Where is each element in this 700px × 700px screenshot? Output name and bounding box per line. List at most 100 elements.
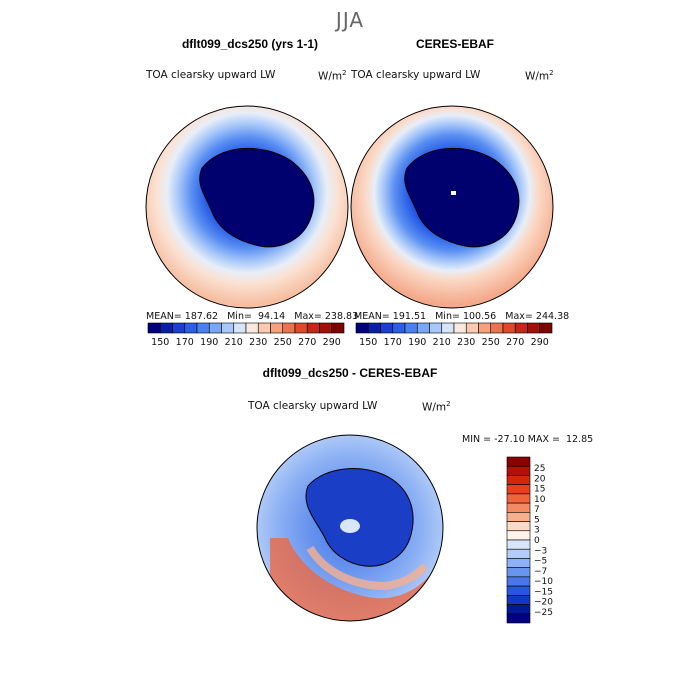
panel2-colorbar: 150 170 190 210 230 250 270 290 <box>355 322 553 348</box>
panel3-colorbar-swatch <box>506 512 531 522</box>
panel2-colorbar-tick: 250 <box>482 337 500 348</box>
panel3-colorbar-swatch <box>506 493 531 504</box>
panel3-map <box>256 434 444 622</box>
panel2-colorbar-swatch <box>514 322 528 334</box>
panel1-units: W/m2 <box>318 69 347 83</box>
panel1-colorbar-swatch <box>221 322 235 334</box>
panel1-colorbar-swatch <box>257 322 271 334</box>
panel1-colorbar-swatch <box>282 322 296 334</box>
panel1-map-border <box>145 105 349 309</box>
panel3-colorbar-tick: −7 <box>534 567 547 577</box>
panel1-colorbar-swatch <box>184 322 198 334</box>
panel2-colorbar-tick: 170 <box>384 337 402 348</box>
panel1-colorbar-swatch <box>196 322 210 334</box>
panel3-colorbar-swatch <box>506 539 531 550</box>
panel2-missing-data <box>451 191 456 195</box>
panel2-variable: TOA clearsky upward LW <box>351 69 481 81</box>
panel3-units: W/m2 <box>422 400 451 414</box>
panel3-colorbar-tick: 15 <box>534 485 545 495</box>
panel2-colorbar-swatch <box>380 322 394 334</box>
panel3-colorbar-swatch <box>506 558 531 568</box>
panel2-colorbar-swatch <box>539 322 553 334</box>
panel1-colorbar-tick: 250 <box>274 337 292 348</box>
panel3-colorbar-tick: 10 <box>534 495 546 505</box>
panel1-colorbar-swatch <box>172 322 186 334</box>
panel1-colorbar-swatch <box>159 322 173 334</box>
panel1-colorbar-swatch <box>319 322 333 334</box>
panel2-colorbar-tick: 290 <box>531 337 549 348</box>
panel3-colorbar-swatch <box>506 585 531 596</box>
panel3-stats: MIN = -27.10 MAX = 12.85 <box>462 434 594 445</box>
panel1-colorbar-swatch <box>270 322 284 334</box>
panel1-colorbar: 150 170 190 210 230 250 270 290 <box>147 322 345 348</box>
panel3-colorbar-swatch <box>506 576 531 587</box>
panel2-colorbar-tick: 230 <box>457 337 475 348</box>
panel1-antarctica <box>199 147 315 248</box>
panel2-map <box>350 105 554 309</box>
panel1-colorbar-swatch <box>331 322 345 334</box>
panel3-colorbar-swatch <box>506 456 531 467</box>
panel1-map <box>145 105 349 309</box>
panel3-colorbar-swatch <box>506 475 531 485</box>
panel2-map-border <box>350 105 554 309</box>
panel2-colorbar-tick: 210 <box>433 337 451 348</box>
panel2-title: CERES-EBAF <box>415 37 494 51</box>
panel3-colorbar-swatch <box>506 502 531 513</box>
panel1-colorbar-swatch <box>208 322 222 334</box>
panel2-colorbar-swatch <box>367 322 381 334</box>
panel1-colorbar-tick: 170 <box>176 337 194 348</box>
season-title: JJA <box>335 8 365 32</box>
panel1-colorbar-tick: 210 <box>225 337 243 348</box>
panel3-colorbar-swatch <box>506 465 531 476</box>
panel3-colorbar-tick: 25 <box>534 464 545 474</box>
panel3-colorbar-swatch <box>506 567 531 578</box>
panel3-colorbar-swatch <box>506 530 531 541</box>
panel2-stats: MEAN= 191.51 Min= 100.56 Max= 244.38 <box>354 311 570 322</box>
panel3-colorbar-swatch <box>506 548 531 559</box>
panel3-colorbar-swatch <box>506 604 531 615</box>
panel3-colorbar-tick: −25 <box>534 608 553 618</box>
panel2-colorbar-swatch <box>527 322 541 334</box>
panel1-colorbar-swatch <box>147 322 161 334</box>
panel3-colorbar-tick: −20 <box>534 598 553 608</box>
panel1-colorbar-tick: 230 <box>249 337 267 348</box>
panel3-map-border <box>256 434 444 622</box>
panel1-colorbar-tick: 290 <box>323 337 341 348</box>
panel1-colorbar-swatch <box>245 322 259 334</box>
panel2-colorbar-tick: 270 <box>506 337 524 348</box>
panel1-colorbar-tick: 270 <box>298 337 316 348</box>
panel3-colorbar-tick: 5 <box>534 515 540 525</box>
panel3-antarctica <box>305 468 414 567</box>
panel2-units: W/m2 <box>525 69 554 83</box>
panel1-colorbar-swatch <box>233 322 247 334</box>
panel2-colorbar-swatch <box>441 322 455 334</box>
panel1-stats: MEAN= 187.62 Min= 94.14 Max= 238.83 <box>146 311 359 322</box>
panel2-colorbar-tick: 190 <box>408 337 426 348</box>
panel1-title: dflt099_dcs250 (yrs 1-1) <box>181 37 319 51</box>
panel3-colorbar-tick: 20 <box>534 474 546 484</box>
panel2-colorbar-tick: 150 <box>359 337 377 348</box>
panel2-colorbar-swatch <box>502 322 516 334</box>
panel1-colorbar-swatch <box>294 322 308 334</box>
panel1-colorbar-swatch <box>306 322 320 334</box>
panel3-colorbar-swatch <box>506 484 531 495</box>
panel3-colorbar-tick: −15 <box>534 587 553 597</box>
panel2-colorbar-swatch <box>465 322 479 334</box>
panel1-variable: TOA clearsky upward LW <box>146 69 276 81</box>
panel2-colorbar-swatch <box>392 322 406 334</box>
panel3-colorbar-tick: 0 <box>534 536 540 546</box>
panel2-colorbar-swatch <box>429 322 443 334</box>
panel3-pole-anomaly <box>340 519 360 533</box>
panel2-colorbar-swatch <box>404 322 418 334</box>
panel2-colorbar-swatch <box>355 322 369 334</box>
panel3-colorbar-tick: 7 <box>534 505 540 515</box>
panel2-colorbar-swatch <box>453 322 467 334</box>
panel2-antarctica <box>404 147 520 248</box>
panel3-colorbar-tick: −10 <box>534 577 553 587</box>
panel3-positive-anomaly <box>270 538 440 621</box>
panel3-variable: TOA clearsky upward LW <box>248 400 378 412</box>
panel1-colorbar-tick: 150 <box>151 337 169 348</box>
panel3-colorbar-tick: 3 <box>534 526 540 536</box>
panel3-colorbar-tick: −3 <box>534 546 547 556</box>
